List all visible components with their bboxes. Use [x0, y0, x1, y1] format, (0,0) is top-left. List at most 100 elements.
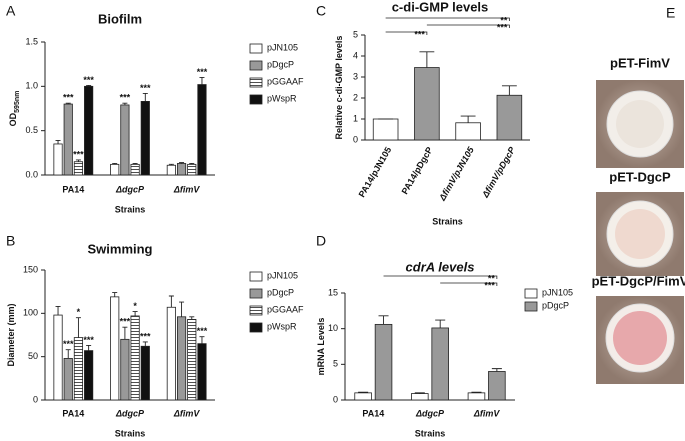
error-bar — [122, 102, 128, 105]
bar — [488, 371, 506, 401]
panel-letter: C — [316, 3, 326, 19]
error-bar — [55, 139, 61, 144]
legend-label: pJN105 — [267, 270, 298, 280]
error-bar — [179, 162, 185, 164]
y-tick-label: 10 — [328, 323, 338, 333]
x-axis-label: Strains — [415, 428, 446, 438]
y-axis-label-text: Diameter (mm) — [6, 303, 16, 366]
x-tick-label: ΔfimV — [173, 184, 201, 194]
colony-center — [615, 209, 665, 259]
error-bar — [132, 163, 138, 165]
bar — [120, 338, 130, 401]
y-axis-label-subscript: 595nm — [14, 91, 21, 113]
legend-swatch — [249, 271, 263, 282]
error-bar — [435, 319, 446, 328]
bar — [130, 163, 140, 176]
error-bar — [142, 92, 148, 102]
x-tick-label: ΔfimV/pJN105 — [437, 144, 477, 203]
bar — [374, 323, 393, 401]
bar — [53, 143, 63, 176]
legend-swatch — [524, 288, 538, 299]
legend-label: pDgcP — [267, 287, 294, 297]
y-axis-label: Relative c-di-GMP levels — [334, 36, 344, 140]
bar — [411, 393, 429, 401]
error-bar — [199, 336, 205, 344]
bar — [63, 357, 73, 401]
significance: *** — [197, 326, 208, 336]
significance: *** — [120, 93, 131, 103]
x-tick-label: PA14 — [62, 408, 84, 418]
y-tick-label: 150 — [23, 264, 38, 274]
bar — [130, 315, 140, 401]
x-tick-label: ΔdgcP — [115, 408, 145, 418]
significance: *** — [83, 335, 94, 345]
x-tick-label: ΔfimV — [173, 408, 201, 418]
significance: *** — [140, 83, 151, 93]
y-tick-label: 1 — [353, 113, 358, 123]
comparison-bracket — [383, 275, 498, 279]
panel-letter: E — [666, 5, 675, 21]
x-tick-label: ΔfimV — [473, 408, 501, 418]
error-bar — [168, 163, 174, 166]
bar — [414, 67, 440, 141]
x-tick-label: ΔdgcP — [115, 184, 145, 194]
significance: *** — [120, 317, 131, 327]
comparison-label: *** — [497, 22, 508, 32]
error-bar — [86, 84, 92, 87]
image-label: pET-FimV — [610, 55, 670, 70]
y-axis-label-text: Relative c-di-GMP levels — [334, 36, 344, 140]
significance: *** — [197, 67, 208, 77]
x-tick-label: ΔfimV/pDgcP — [480, 144, 518, 200]
y-tick-label: 2 — [353, 92, 358, 102]
error-bar — [65, 349, 71, 359]
image-label: pET-DgcP — [609, 169, 671, 184]
bar — [372, 118, 399, 141]
bar — [467, 392, 486, 401]
colony-center — [616, 100, 664, 148]
significance: * — [133, 301, 137, 311]
error-bar — [65, 102, 71, 105]
error-bar — [491, 368, 502, 372]
error-bar — [199, 77, 205, 85]
colony-center — [613, 311, 667, 365]
image-label: pET-DgcP/FimV — [592, 273, 685, 288]
error-bar — [419, 51, 435, 68]
error-bar — [112, 163, 118, 165]
x-tick-label: PA14/pDgcP — [400, 145, 435, 196]
bar — [120, 104, 130, 176]
y-axis-label-text: OD — [8, 112, 18, 126]
bar — [73, 337, 84, 401]
legend-swatch — [249, 322, 263, 333]
y-tick-label: 0 — [353, 134, 358, 144]
x-axis-label: Strains — [115, 428, 146, 438]
legend-label: pGGAAF — [267, 76, 304, 86]
legend-swatch — [524, 301, 538, 312]
bar — [197, 84, 207, 176]
bar — [166, 306, 176, 401]
y-axis-label: Diameter (mm) — [6, 303, 16, 366]
bar — [140, 101, 150, 176]
error-bar — [132, 311, 138, 316]
error-bar — [112, 292, 118, 297]
bar — [140, 345, 150, 401]
significance: *** — [63, 339, 74, 349]
bar — [110, 163, 120, 176]
bar — [84, 350, 94, 401]
error-bar — [378, 315, 389, 325]
error-bar — [168, 295, 174, 308]
legend-label: pWspR — [267, 321, 297, 331]
legend-label: pDgcP — [267, 59, 294, 69]
y-tick-label: 50 — [28, 351, 38, 361]
chart-title: c-di-GMP levels — [392, 0, 489, 14]
legend-swatch — [249, 60, 263, 71]
bar — [455, 122, 481, 141]
bar — [110, 296, 120, 401]
error-bar — [414, 392, 425, 394]
y-tick-label: 3 — [353, 71, 358, 81]
error-bar — [75, 317, 81, 338]
x-tick-label: PA14 — [62, 184, 84, 194]
comparison-bracket — [440, 282, 498, 286]
y-tick-label: 1.5 — [25, 36, 38, 46]
comparison-label: ** — [500, 15, 508, 25]
